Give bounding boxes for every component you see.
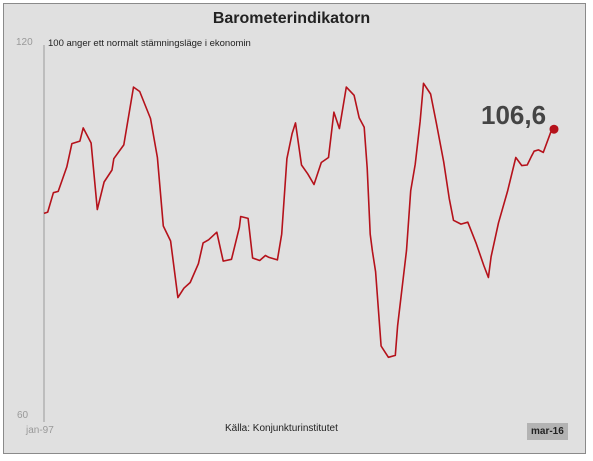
x-axis-end-label: mar-16 — [527, 423, 568, 440]
series-layer — [43, 82, 559, 359]
chart-frame — [3, 3, 586, 454]
last-value-label: 106,6 — [481, 100, 547, 130]
source-note: Källa: Konjunkturinstitutet — [225, 423, 338, 434]
x-axis-start-label: jan-97 — [26, 425, 54, 436]
last-value-marker — [549, 124, 559, 134]
y-axis-max-label: 120 — [16, 37, 33, 48]
y-axis-min-label: 60 — [17, 410, 29, 421]
chart-title: Barometerindikatorn — [212, 10, 371, 27]
series-line — [43, 82, 557, 359]
chart-subtitle: 100 anger ett normalt stämningsläge i ek… — [48, 38, 251, 49]
